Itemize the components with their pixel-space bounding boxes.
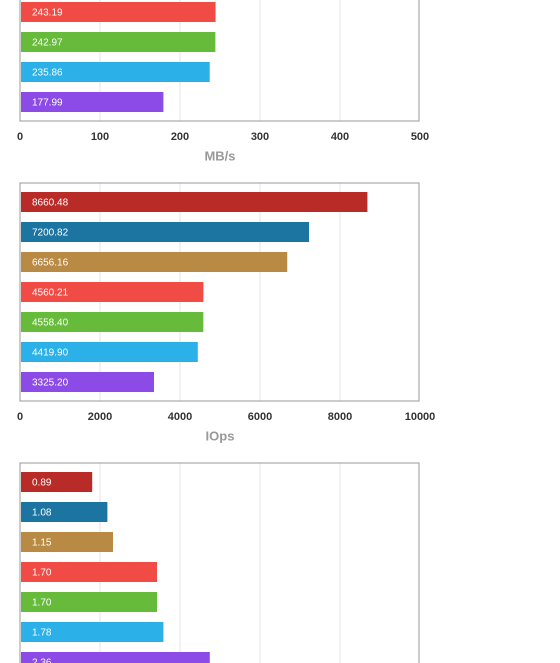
value-label: 235.86 [32, 68, 63, 79]
bar [21, 282, 204, 302]
x-tick-label: 300 [251, 131, 269, 143]
value-label: 243.19 [32, 8, 63, 19]
x-tick-label: 400 [331, 131, 349, 143]
bar [21, 502, 108, 522]
value-label: 177.99 [32, 98, 63, 109]
value-label: 2.36 [32, 658, 52, 663]
value-label: 4560.21 [32, 288, 69, 299]
x-tick-label: 10000 [405, 411, 436, 423]
x-tick-label: 0 [17, 131, 23, 143]
bar [21, 372, 155, 392]
value-label: 8660.48 [32, 198, 69, 209]
x-tick-label: 6000 [248, 411, 272, 423]
x-axis-title: IOps [206, 428, 235, 443]
x-tick-label: 4000 [168, 411, 192, 423]
value-label: 1.08 [32, 508, 52, 519]
x-tick-label: 8000 [328, 411, 352, 423]
bar [21, 222, 310, 242]
x-tick-label: 100 [91, 131, 109, 143]
value-label: 4419.90 [32, 348, 69, 359]
value-label: 4558.40 [32, 318, 69, 329]
value-label: 1.15 [32, 538, 52, 549]
bar [21, 312, 204, 332]
value-label: 242.97 [32, 38, 63, 49]
plot-frame [19, 462, 420, 663]
bar [21, 562, 157, 582]
bar [21, 192, 368, 212]
bar [21, 592, 157, 612]
value-label: 1.78 [32, 628, 52, 639]
bar [21, 62, 210, 82]
value-label: 0.89 [32, 478, 52, 489]
bar [21, 32, 216, 52]
value-label: 6656.16 [32, 258, 69, 269]
bar [21, 622, 164, 642]
plot-frame [19, 182, 420, 402]
plot-frame [19, 0, 420, 122]
bar [21, 92, 164, 112]
x-tick-label: 200 [171, 131, 189, 143]
bar [21, 2, 216, 22]
value-label: 7200.82 [32, 228, 69, 239]
bar [21, 652, 210, 663]
x-tick-label: 500 [411, 131, 429, 143]
bar [21, 252, 288, 272]
bar [21, 342, 198, 362]
bar [21, 532, 113, 552]
x-axis-title: MB/s [204, 148, 235, 163]
value-label: 1.70 [32, 598, 52, 609]
value-label: 3325.20 [32, 378, 69, 389]
bar [21, 472, 93, 492]
x-tick-label: 2000 [88, 411, 112, 423]
value-label: 1.70 [32, 568, 52, 579]
x-tick-label: 0 [17, 411, 23, 423]
